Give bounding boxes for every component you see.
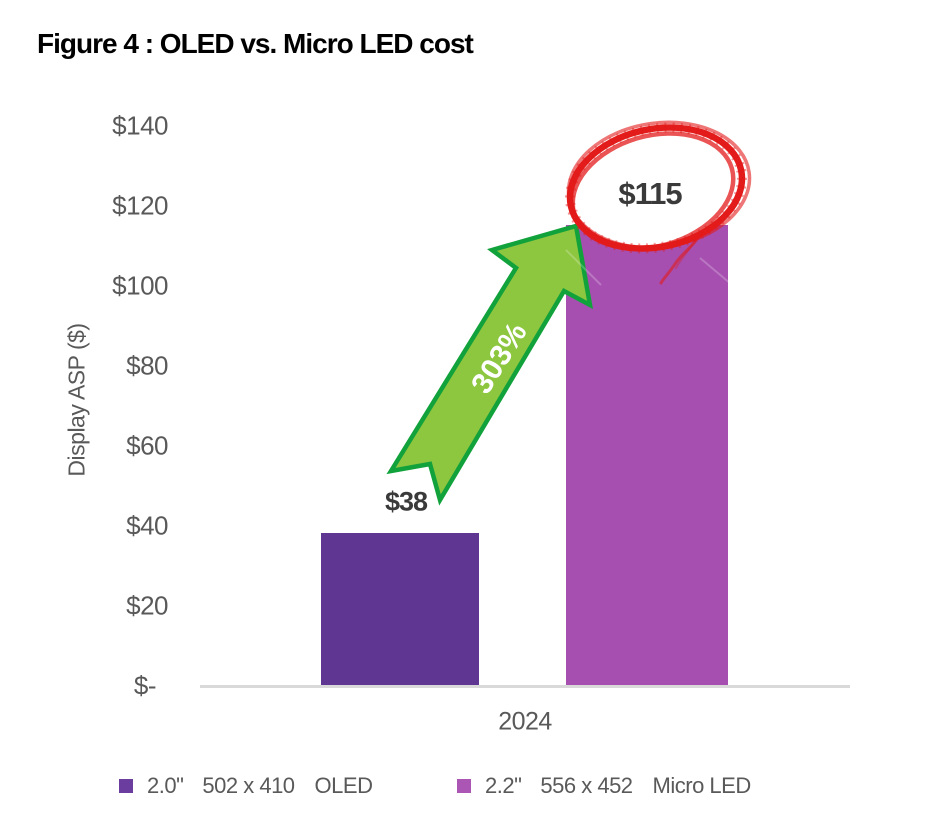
legend-tech-label: OLED [314,773,373,798]
legend-size-label: 2.2" [485,773,522,798]
y-tick-label: $40 [126,510,168,541]
growth-arrow-icon [386,223,594,506]
legend-tech-label: Micro LED [652,773,752,798]
micro-led-bar [566,225,728,685]
smudge-line [565,249,602,286]
figure-title: Figure 4 : OLED vs. Micro LED cost [37,28,474,59]
legend-resolution-label: 556 x 452 [540,773,633,798]
legend-swatch [457,779,471,793]
y-tick-label: $100 [112,270,168,301]
legend-item-micro-led: 2.2" 556 x 452 Micro LED [457,772,751,800]
legend-size-label: 2.0" [147,773,184,798]
hand-drawn-circle-icon [565,120,752,285]
legend-resolution-label: 502 x 410 [202,773,295,798]
y-tick-label: $20 [126,590,168,621]
y-tick-label: $60 [126,430,168,461]
oled-bar [321,533,479,685]
legend-swatch [119,779,133,793]
micro-led-value-label: $115 [618,176,682,211]
y-tick-label: $- [133,670,157,701]
y-tick-label: $80 [126,350,168,381]
y-tick-label: $140 [112,110,168,141]
x-tick-label: 2024 [498,707,552,736]
x-axis-line [200,685,850,688]
oled-value-label: $38 [384,486,428,517]
smudge-line [699,257,732,285]
y-tick-label: $120 [112,190,168,221]
legend-item-oled: 2.0" 502 x 410 OLED [119,772,373,800]
